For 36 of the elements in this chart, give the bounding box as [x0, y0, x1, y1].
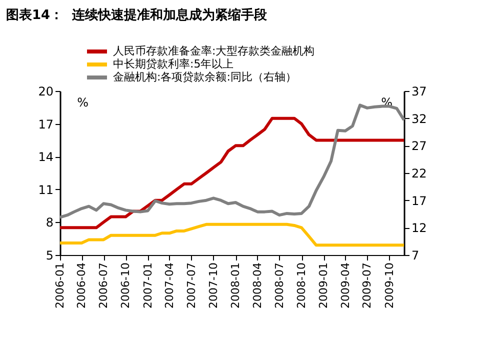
y-tick-label: 14 — [38, 150, 54, 164]
y2-tick-label: 27 — [412, 139, 427, 154]
y-tick-label: 20 — [38, 84, 54, 98]
x-tick-label: 2009-07 — [360, 262, 374, 308]
x-tick-label: 2007-01 — [141, 262, 154, 308]
y2-tick-label: 37 — [412, 84, 427, 98]
x-tick-label: 2008-07 — [272, 262, 286, 308]
x-tick-label: 2007-04 — [162, 262, 176, 308]
x-tick-label: 2006-04 — [75, 262, 88, 308]
y2-tick-label: 7 — [412, 248, 420, 262]
x-tick-label: 2009-10 — [382, 262, 396, 308]
legend-label: 人民币存款准备金率:大型存款类金融机构 — [113, 44, 315, 58]
x-tick-label: 2009-01 — [317, 262, 330, 308]
y2-tick-label: 22 — [412, 166, 427, 180]
x-tick-label: 2006-07 — [97, 262, 110, 308]
y-axis-title: % — [77, 96, 88, 110]
y2-tick-label: 12 — [412, 221, 427, 236]
x-tick-label: 2008-10 — [295, 262, 308, 308]
y-tick-label: 17 — [38, 117, 54, 132]
y-tick-label: 8 — [46, 216, 54, 230]
y-tick-label: 5 — [46, 248, 54, 262]
x-tick-label: 2007-10 — [206, 262, 220, 308]
y-tick-label: 11 — [38, 182, 54, 197]
line-series — [58, 222, 406, 247]
line-series — [58, 116, 406, 230]
x-tick-label: 2006-01 — [54, 262, 66, 308]
x-tick-label: 2008-01 — [229, 262, 242, 308]
y2-tick-label: 17 — [412, 194, 427, 208]
x-tick-label: 2009-04 — [338, 262, 352, 308]
y2-tick-label: 32 — [412, 112, 427, 126]
legend-label: 金融机构:各项贷款余额:同比（右轴） — [113, 70, 296, 84]
x-tick-label: 2006-10 — [119, 262, 132, 308]
x-tick-label: 2007-07 — [184, 262, 198, 308]
x-tick-label: 2008-04 — [251, 262, 264, 308]
chart-title: 图表14： 连续快速提准和加息成为紧缩手段 — [6, 6, 268, 24]
legend-label: 中长期贷款利率:5年以上 — [113, 58, 234, 70]
